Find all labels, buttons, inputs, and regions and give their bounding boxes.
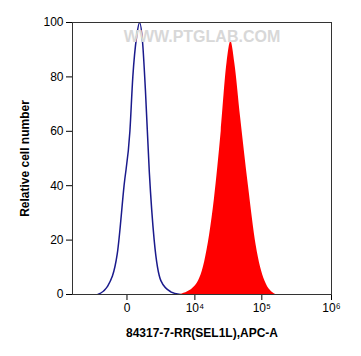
svg-text:10⁵: 10⁵ xyxy=(253,301,271,315)
svg-text:40: 40 xyxy=(50,179,64,193)
svg-text:84317-7-RR(SEL1L),APC-A: 84317-7-RR(SEL1L),APC-A xyxy=(126,326,278,340)
svg-text:10⁴: 10⁴ xyxy=(186,301,205,315)
svg-text:100: 100 xyxy=(43,15,63,29)
svg-text:0: 0 xyxy=(57,287,64,301)
svg-text:60: 60 xyxy=(50,124,64,138)
svg-text:20: 20 xyxy=(50,233,64,247)
svg-text:WWW.PTGLAB.COM: WWW.PTGLAB.COM xyxy=(124,28,280,45)
svg-text:Relative cell number: Relative cell number xyxy=(18,100,32,217)
svg-text:10⁶: 10⁶ xyxy=(322,301,340,315)
svg-text:0: 0 xyxy=(124,301,131,315)
svg-text:80: 80 xyxy=(50,70,64,84)
